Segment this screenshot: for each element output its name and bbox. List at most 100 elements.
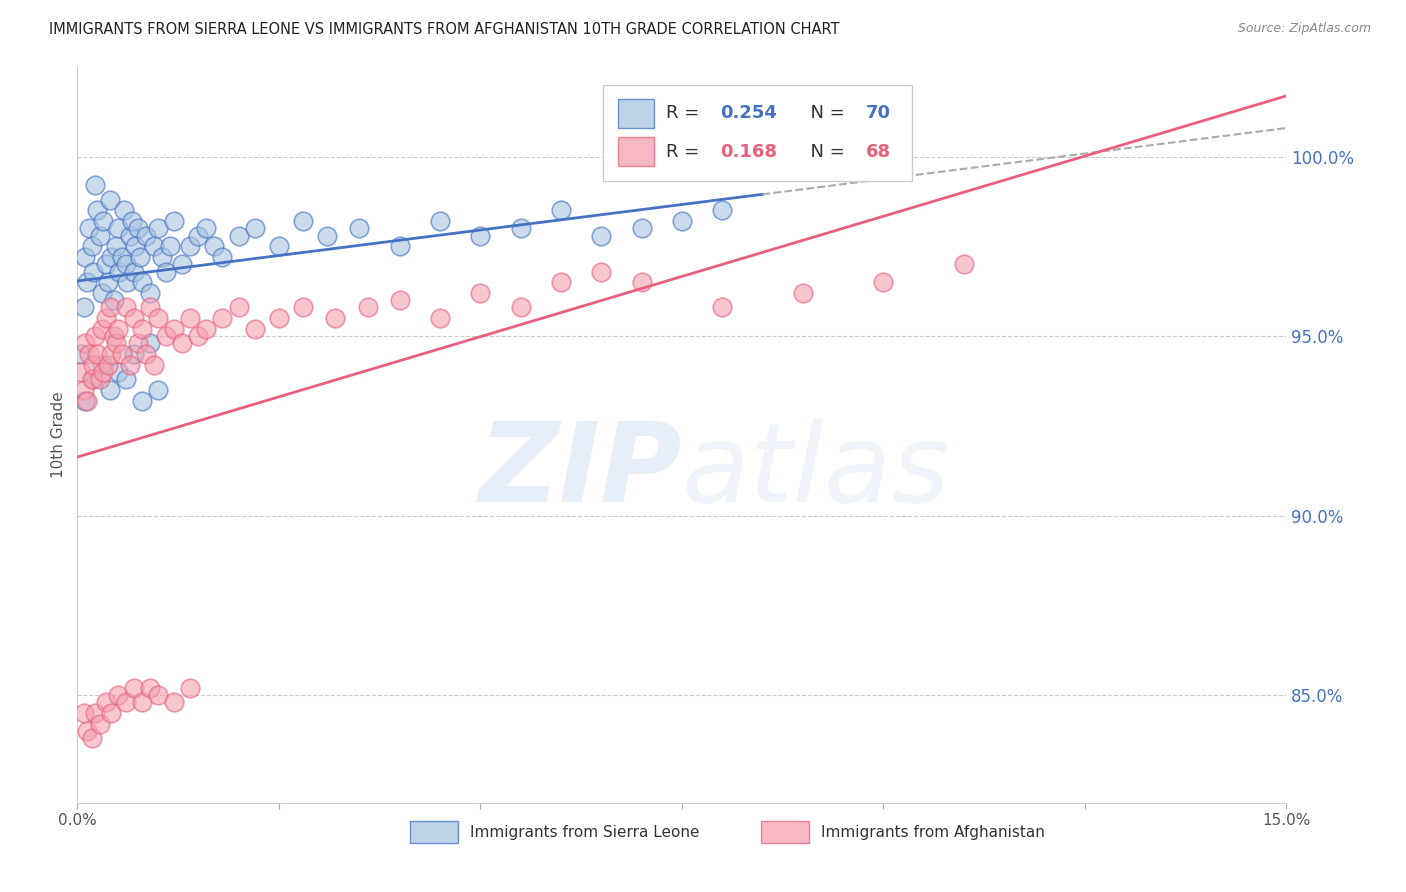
Point bbox=[429, 311, 451, 326]
Point bbox=[103, 329, 125, 343]
Text: Source: ZipAtlas.com: Source: ZipAtlas.com bbox=[1237, 22, 1371, 36]
Point bbox=[76, 275, 98, 289]
FancyBboxPatch shape bbox=[411, 822, 458, 843]
Point bbox=[179, 311, 201, 326]
Point bbox=[550, 203, 572, 218]
Point bbox=[84, 178, 107, 193]
Point bbox=[89, 228, 111, 243]
Text: N =: N = bbox=[799, 143, 851, 161]
Point bbox=[146, 383, 169, 397]
Point bbox=[470, 286, 492, 301]
Point bbox=[107, 322, 129, 336]
Point bbox=[121, 214, 143, 228]
Point bbox=[86, 203, 108, 218]
Point bbox=[79, 347, 101, 361]
Text: IMMIGRANTS FROM SIERRA LEONE VS IMMIGRANTS FROM AFGHANISTAN 10TH GRADE CORRELATI: IMMIGRANTS FROM SIERRA LEONE VS IMMIGRAN… bbox=[49, 22, 839, 37]
Point bbox=[228, 228, 250, 243]
Point bbox=[70, 347, 93, 361]
Point bbox=[114, 695, 136, 709]
Point bbox=[98, 301, 121, 315]
Point bbox=[97, 275, 120, 289]
Point bbox=[75, 336, 97, 351]
Point bbox=[163, 322, 186, 336]
Point bbox=[139, 301, 162, 315]
Point bbox=[118, 228, 141, 243]
Point bbox=[146, 311, 169, 326]
Point bbox=[243, 221, 266, 235]
Point bbox=[228, 301, 250, 315]
Point bbox=[323, 311, 346, 326]
Point bbox=[872, 275, 894, 289]
Point bbox=[82, 372, 104, 386]
Point bbox=[122, 681, 145, 695]
Point bbox=[90, 286, 112, 301]
Point bbox=[111, 250, 134, 264]
Point bbox=[107, 221, 129, 235]
Point bbox=[82, 264, 104, 278]
Text: N =: N = bbox=[799, 104, 851, 122]
Point bbox=[112, 203, 135, 218]
Point bbox=[108, 264, 131, 278]
Point bbox=[591, 228, 613, 243]
Point bbox=[139, 336, 162, 351]
Point bbox=[122, 347, 145, 361]
Point bbox=[139, 286, 162, 301]
Point bbox=[591, 264, 613, 278]
Point bbox=[146, 221, 169, 235]
Point bbox=[94, 695, 117, 709]
Point bbox=[131, 275, 153, 289]
Point bbox=[82, 358, 104, 372]
Point bbox=[292, 214, 315, 228]
Point bbox=[671, 214, 693, 228]
Point bbox=[146, 688, 169, 702]
Point bbox=[267, 239, 290, 253]
Point bbox=[139, 681, 162, 695]
Point bbox=[179, 681, 201, 695]
Point bbox=[195, 322, 218, 336]
Point bbox=[127, 336, 149, 351]
Point bbox=[195, 221, 218, 235]
Point bbox=[73, 301, 96, 315]
Point bbox=[91, 214, 114, 228]
Point bbox=[114, 257, 136, 271]
Text: ZIP: ZIP bbox=[478, 418, 682, 525]
Point bbox=[155, 264, 177, 278]
Point bbox=[98, 193, 121, 207]
Point bbox=[80, 731, 103, 746]
Point bbox=[187, 228, 209, 243]
Text: R =: R = bbox=[666, 104, 706, 122]
Point bbox=[292, 301, 315, 315]
Text: 0.168: 0.168 bbox=[721, 143, 778, 161]
Point bbox=[630, 221, 652, 235]
Point bbox=[163, 695, 186, 709]
Point bbox=[187, 329, 209, 343]
Point bbox=[76, 724, 98, 739]
Point bbox=[131, 695, 153, 709]
Point bbox=[76, 393, 98, 408]
Point bbox=[98, 383, 121, 397]
Point bbox=[202, 239, 225, 253]
Point bbox=[429, 214, 451, 228]
Point bbox=[388, 293, 411, 308]
Point bbox=[73, 383, 96, 397]
Point bbox=[550, 275, 572, 289]
Point bbox=[118, 358, 141, 372]
Point bbox=[142, 239, 165, 253]
Point bbox=[79, 221, 101, 235]
Point bbox=[105, 239, 128, 253]
Point bbox=[150, 250, 173, 264]
Point bbox=[94, 257, 117, 271]
Point bbox=[388, 239, 411, 253]
Point bbox=[211, 250, 233, 264]
Text: Immigrants from Sierra Leone: Immigrants from Sierra Leone bbox=[470, 825, 700, 839]
Point bbox=[84, 329, 107, 343]
Point bbox=[349, 221, 371, 235]
Point bbox=[470, 228, 492, 243]
Point bbox=[131, 322, 153, 336]
Point bbox=[73, 706, 96, 720]
Point bbox=[75, 250, 97, 264]
Point bbox=[114, 301, 136, 315]
Point bbox=[155, 329, 177, 343]
Point bbox=[131, 393, 153, 408]
Point bbox=[89, 716, 111, 731]
